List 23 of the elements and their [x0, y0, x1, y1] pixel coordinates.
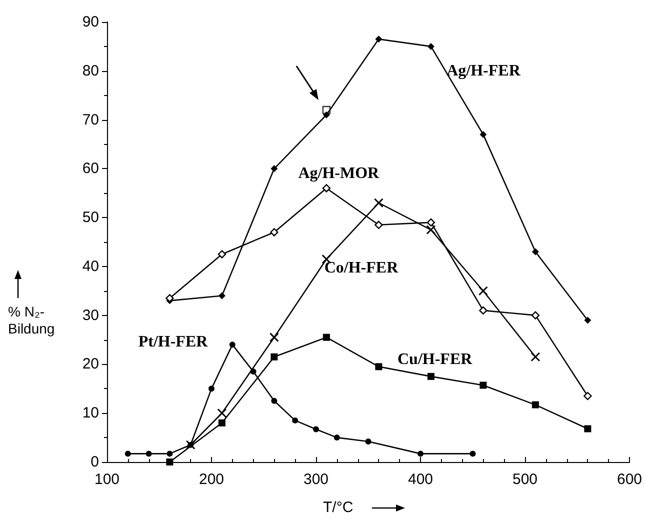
y-tick-label: 40	[82, 258, 99, 275]
y-axis-title: % N₂-Bildung	[8, 304, 55, 336]
x-axis-title: T/°C	[323, 499, 354, 516]
x-tick-label: 500	[512, 471, 538, 488]
series-label: Ag/H-FER	[446, 62, 521, 80]
x-tick-label: 300	[303, 471, 329, 488]
y-tick-label: 20	[82, 356, 99, 373]
x-tick-label: 400	[408, 471, 434, 488]
series-label: Pt/H-FER	[138, 334, 208, 351]
y-tick-label: 80	[82, 62, 99, 80]
series-label: Ag/H-MOR	[298, 165, 380, 182]
y-tick-label: 60	[82, 160, 99, 178]
series-label: Co/H-FER	[324, 259, 399, 276]
y-tick-label: 50	[82, 209, 99, 226]
series-label: Cu/H-FER	[398, 350, 473, 368]
y-tick-label: 90	[82, 14, 99, 30]
x-tick-label: 600	[616, 471, 642, 488]
x-tick-label: 100	[94, 471, 120, 488]
y-tick-label: 70	[82, 111, 99, 128]
y-tick-label: 30	[82, 306, 99, 324]
x-tick-label: 200	[198, 471, 224, 488]
y-tick-label: 10	[82, 404, 99, 422]
y-tick-label: 0	[90, 454, 99, 470]
